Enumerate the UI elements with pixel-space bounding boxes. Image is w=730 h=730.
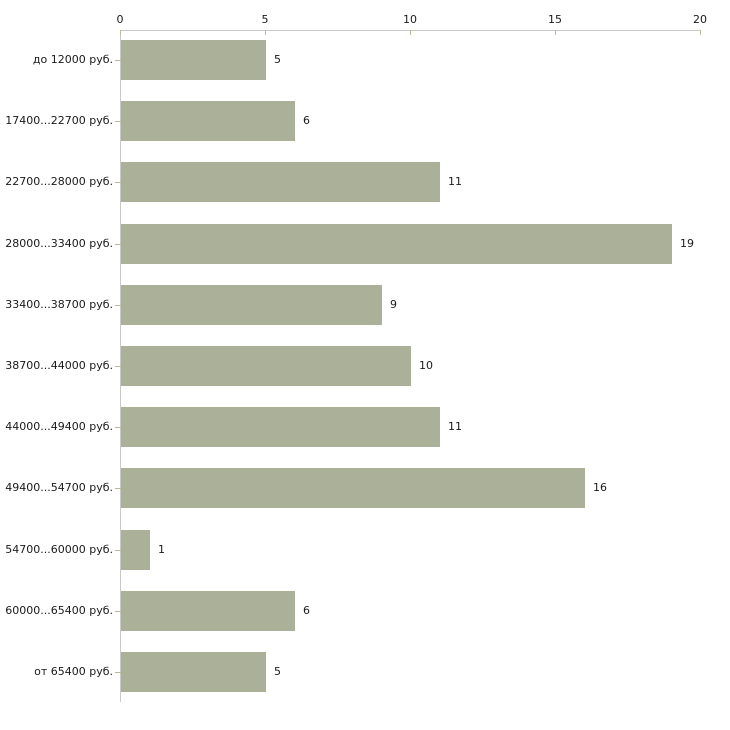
bar (121, 529, 150, 570)
value-label: 6 (303, 603, 310, 617)
bar-row: 33400...38700 руб. 9 (0, 284, 730, 325)
bar (121, 284, 382, 325)
category-label: 33400...38700 руб. (5, 297, 113, 311)
bar-row: 49400...54700 руб. 16 (0, 468, 730, 509)
bar (121, 652, 266, 692)
category-tick-mark (115, 304, 121, 306)
bar (121, 407, 440, 448)
bar-row: 22700...28000 руб. 11 (0, 162, 730, 203)
value-label: 9 (390, 297, 397, 311)
value-label: 5 (274, 53, 281, 66)
category-tick-mark (115, 366, 121, 367)
category-tick-mark (115, 549, 121, 551)
bar-row: 28000...33400 руб. 19 (0, 223, 730, 264)
bar-row: 38700...44000 руб. 10 (0, 346, 730, 386)
category-label: 22700...28000 руб. (5, 175, 113, 189)
x-tick-mark (265, 30, 266, 35)
category-label: 44000...49400 руб. (5, 420, 113, 434)
value-label: 1 (158, 542, 165, 556)
bar (121, 101, 295, 142)
value-label: 16 (593, 481, 607, 495)
x-tick-mark (120, 30, 121, 35)
category-label: до 12000 руб. (32, 53, 113, 66)
x-tick-mark (410, 30, 411, 35)
category-label: от 65400 руб. (34, 665, 113, 678)
value-label: 10 (419, 359, 433, 372)
bar-row: до 12000 руб. 5 (0, 40, 730, 80)
x-tick-label: 0 (116, 13, 124, 26)
category-tick-mark (115, 243, 121, 245)
category-tick-mark (115, 60, 121, 61)
category-tick-mark (115, 427, 121, 429)
value-label: 5 (274, 665, 281, 678)
category-tick-mark (115, 488, 121, 490)
category-label: 38700...44000 руб. (5, 359, 113, 372)
x-tick-label: 20 (693, 13, 707, 26)
category-label: 60000...65400 руб. (5, 603, 113, 617)
category-label: 28000...33400 руб. (5, 236, 113, 250)
x-tick-mark (555, 30, 556, 35)
category-tick-mark (115, 672, 121, 673)
category-label: 17400...22700 руб. (5, 114, 113, 128)
value-label: 6 (303, 114, 310, 128)
bar-row: 44000...49400 руб. 11 (0, 407, 730, 448)
bar-row: от 65400 руб. 5 (0, 652, 730, 692)
category-tick-mark (115, 121, 121, 123)
bar (121, 468, 585, 509)
x-tick-label: 5 (261, 13, 269, 26)
bar (121, 346, 411, 386)
bar-row: 17400...22700 руб. 6 (0, 101, 730, 142)
bar (121, 162, 440, 203)
x-tick-label: 15 (548, 13, 562, 26)
x-tick-mark (700, 30, 701, 35)
bar (121, 223, 672, 264)
value-label: 11 (448, 420, 462, 434)
x-tick-label: 10 (403, 13, 417, 26)
category-tick-mark (115, 610, 121, 612)
bar (121, 590, 295, 631)
category-label: 49400...54700 руб. (5, 481, 113, 495)
value-label: 11 (448, 175, 462, 189)
value-label: 19 (680, 236, 694, 250)
category-label: 54700...60000 руб. (5, 542, 113, 556)
bar (121, 40, 266, 80)
category-tick-mark (115, 182, 121, 184)
bar-row: 54700...60000 руб. 1 (0, 529, 730, 570)
bar-row: 60000...65400 руб. 6 (0, 590, 730, 631)
